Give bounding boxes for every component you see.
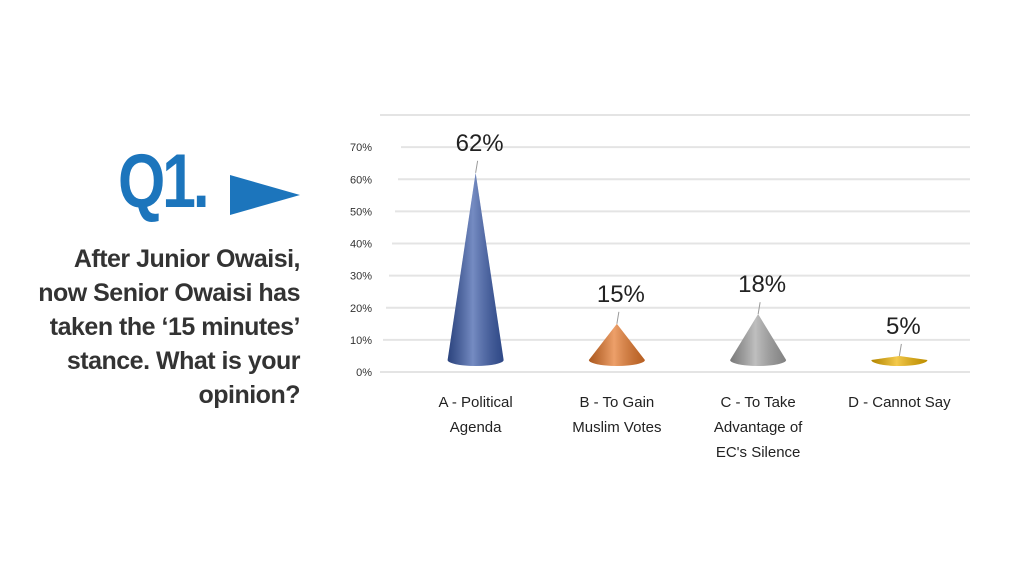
question-line: opinion? (198, 381, 300, 409)
question-number: Q1. (118, 139, 210, 224)
x-tick-label: C - To Take Advantage of EC's Silence (713, 394, 803, 461)
y-tick-label: 20% (350, 303, 372, 315)
label-leader (898, 343, 902, 357)
y-tick-label: 60% (350, 174, 372, 186)
y-tick-label: 30% (350, 271, 372, 283)
x-tick-label: B - To Gain Muslim Votes (572, 394, 662, 436)
cone-shade (730, 314, 787, 366)
cone-shade (588, 323, 645, 366)
label-leader (616, 311, 620, 324)
question-line: After Junior Owaisi, (73, 245, 301, 273)
y-tick-label: 70% (350, 142, 372, 154)
cone-shade (447, 172, 504, 366)
arrow-icon (230, 175, 300, 215)
value-label: 18% (738, 271, 786, 298)
value-label: 62% (456, 130, 504, 157)
value-label: 5% (886, 313, 921, 340)
y-tick-label: 10% (350, 335, 372, 347)
question-line: now Senior Owaisi has (38, 279, 300, 307)
label-leader (475, 160, 479, 173)
y-tick-label: 50% (350, 206, 372, 218)
x-tick-label: A - Political Agenda (438, 394, 513, 436)
question-line: taken the ‘15 minutes’ (49, 313, 301, 341)
label-leader (757, 302, 761, 315)
x-tick-label: D - Cannot Say (848, 394, 951, 411)
cone-shade (871, 355, 928, 366)
question-line: stance. What is your (66, 347, 301, 375)
y-tick-label: 40% (350, 239, 372, 251)
value-label: 15% (597, 281, 645, 308)
y-tick-label: 0% (356, 367, 372, 379)
